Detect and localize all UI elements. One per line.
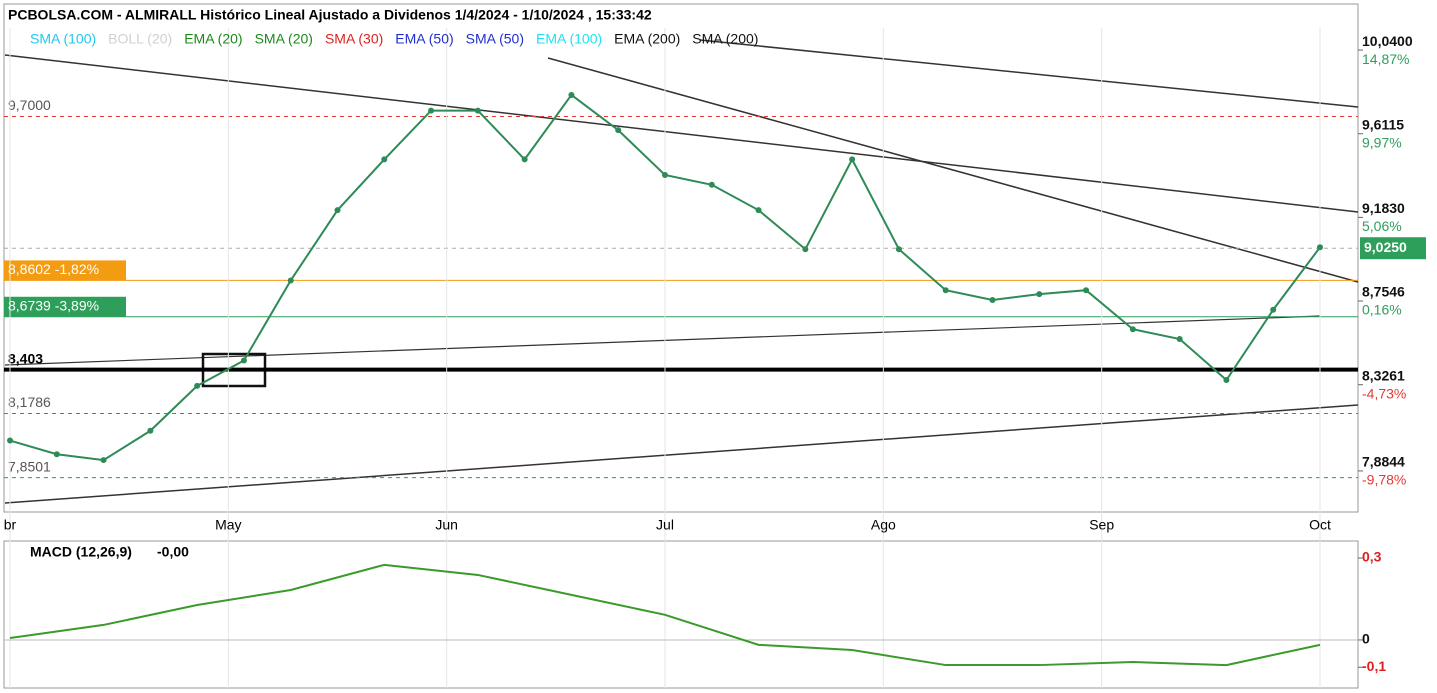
macd-frame (3, 540, 1359, 689)
legend-entry: EMA (200) (614, 31, 680, 47)
price-point (334, 207, 341, 214)
price-point (989, 296, 996, 303)
trend-line (4, 315, 1321, 366)
trend-line (4, 404, 1359, 504)
trend-line (547, 57, 1359, 283)
price-point (708, 181, 715, 188)
level-box (4, 260, 126, 281)
level-label: 9,7000 (8, 97, 51, 113)
chart-title: PCBOLSA.COM - ALMIRALL Histórico Lineal … (8, 7, 652, 23)
price-point (1317, 244, 1323, 251)
price-point (1129, 326, 1136, 333)
price-point (428, 107, 435, 114)
price-point (100, 457, 107, 464)
last-label: 9,0250 (1364, 239, 1407, 255)
price-point (802, 246, 809, 253)
price-point (1083, 287, 1090, 294)
price-point (287, 277, 294, 284)
level-label: 8,8602 -1,82% (8, 261, 99, 277)
legend-entry: EMA (20) (184, 31, 242, 47)
legend-entry: EMA (100) (536, 31, 602, 47)
price-point (240, 357, 247, 364)
x-tick-label: Oct (1309, 517, 1331, 533)
price-point (194, 382, 201, 389)
price-point (568, 91, 575, 98)
x-tick-label: Sep (1089, 517, 1114, 533)
x-tick-label: May (215, 517, 241, 533)
y-tick-label: 9,6115 (1362, 116, 1404, 132)
price-point (849, 156, 856, 163)
y-tick-change: 14,87% (1362, 51, 1409, 67)
legend-entry: EMA (50) (395, 31, 453, 47)
y-tick-change: -4,73% (1362, 385, 1406, 401)
level-label: 8,6739 -3,89% (8, 297, 99, 313)
price-point (662, 172, 668, 179)
trend-line (699, 39, 1359, 108)
level-label: 7,8501 (8, 458, 51, 474)
x-tick-label: Jun (435, 517, 458, 533)
price-point (1176, 336, 1183, 343)
legend-entry: SMA (200) (692, 31, 758, 47)
price-point (755, 207, 762, 214)
price-point (895, 246, 902, 253)
y-tick-label: 0 (1362, 631, 1370, 647)
x-tick-label: Ago (871, 517, 896, 533)
y-tick-label: 0,3 (1362, 549, 1382, 565)
y-tick-label: 7,8844 (1362, 454, 1405, 470)
price-frame (3, 3, 1359, 513)
y-tick-change: -9,78% (1362, 472, 1406, 488)
y-tick-label: 8,3261 (1362, 367, 1405, 383)
trend-line (4, 54, 1359, 213)
price-point (381, 156, 388, 163)
price-point (1223, 377, 1230, 384)
price-point (1270, 306, 1277, 313)
macd-value: -0,00 (157, 544, 189, 560)
y-tick-label: 8,7546 (1362, 284, 1405, 300)
y-tick-label: 9,1830 (1362, 200, 1405, 216)
level-box (4, 296, 126, 317)
legend-entry: SMA (50) (466, 31, 524, 47)
y-tick-change: 0,16% (1362, 302, 1402, 318)
price-point (615, 127, 622, 134)
price-point (1036, 291, 1043, 298)
macd-title: MACD (12,26,9) (30, 544, 132, 560)
series-line (9, 563, 1321, 667)
x-tick-label: Jul (656, 517, 674, 533)
price-point (521, 156, 528, 163)
level-label: 8,1786 (8, 394, 51, 410)
y-tick-change: 9,97% (1362, 134, 1402, 150)
price-point (53, 451, 60, 458)
x-tick-label: br (4, 517, 17, 533)
price-point (942, 287, 949, 294)
y-tick-label: 10,0400 (1362, 33, 1413, 49)
last-box (1360, 237, 1426, 260)
level-label: 8,403 (8, 350, 43, 366)
legend: SMA (100) BOLL (20) EMA (20) SMA (20) SMA (3… (30, 31, 758, 47)
legend-entry: BOLL (20) (108, 31, 172, 47)
y-tick-change: 5,06% (1362, 218, 1402, 234)
price-point (7, 437, 13, 444)
price-point (474, 107, 481, 114)
y-tick-label: -0,1 (1362, 658, 1386, 674)
legend-entry: SMA (20) (255, 31, 313, 47)
legend-entry: SMA (100) (30, 31, 96, 47)
price-point (147, 427, 154, 434)
legend-entry: SMA (30) (325, 31, 383, 47)
